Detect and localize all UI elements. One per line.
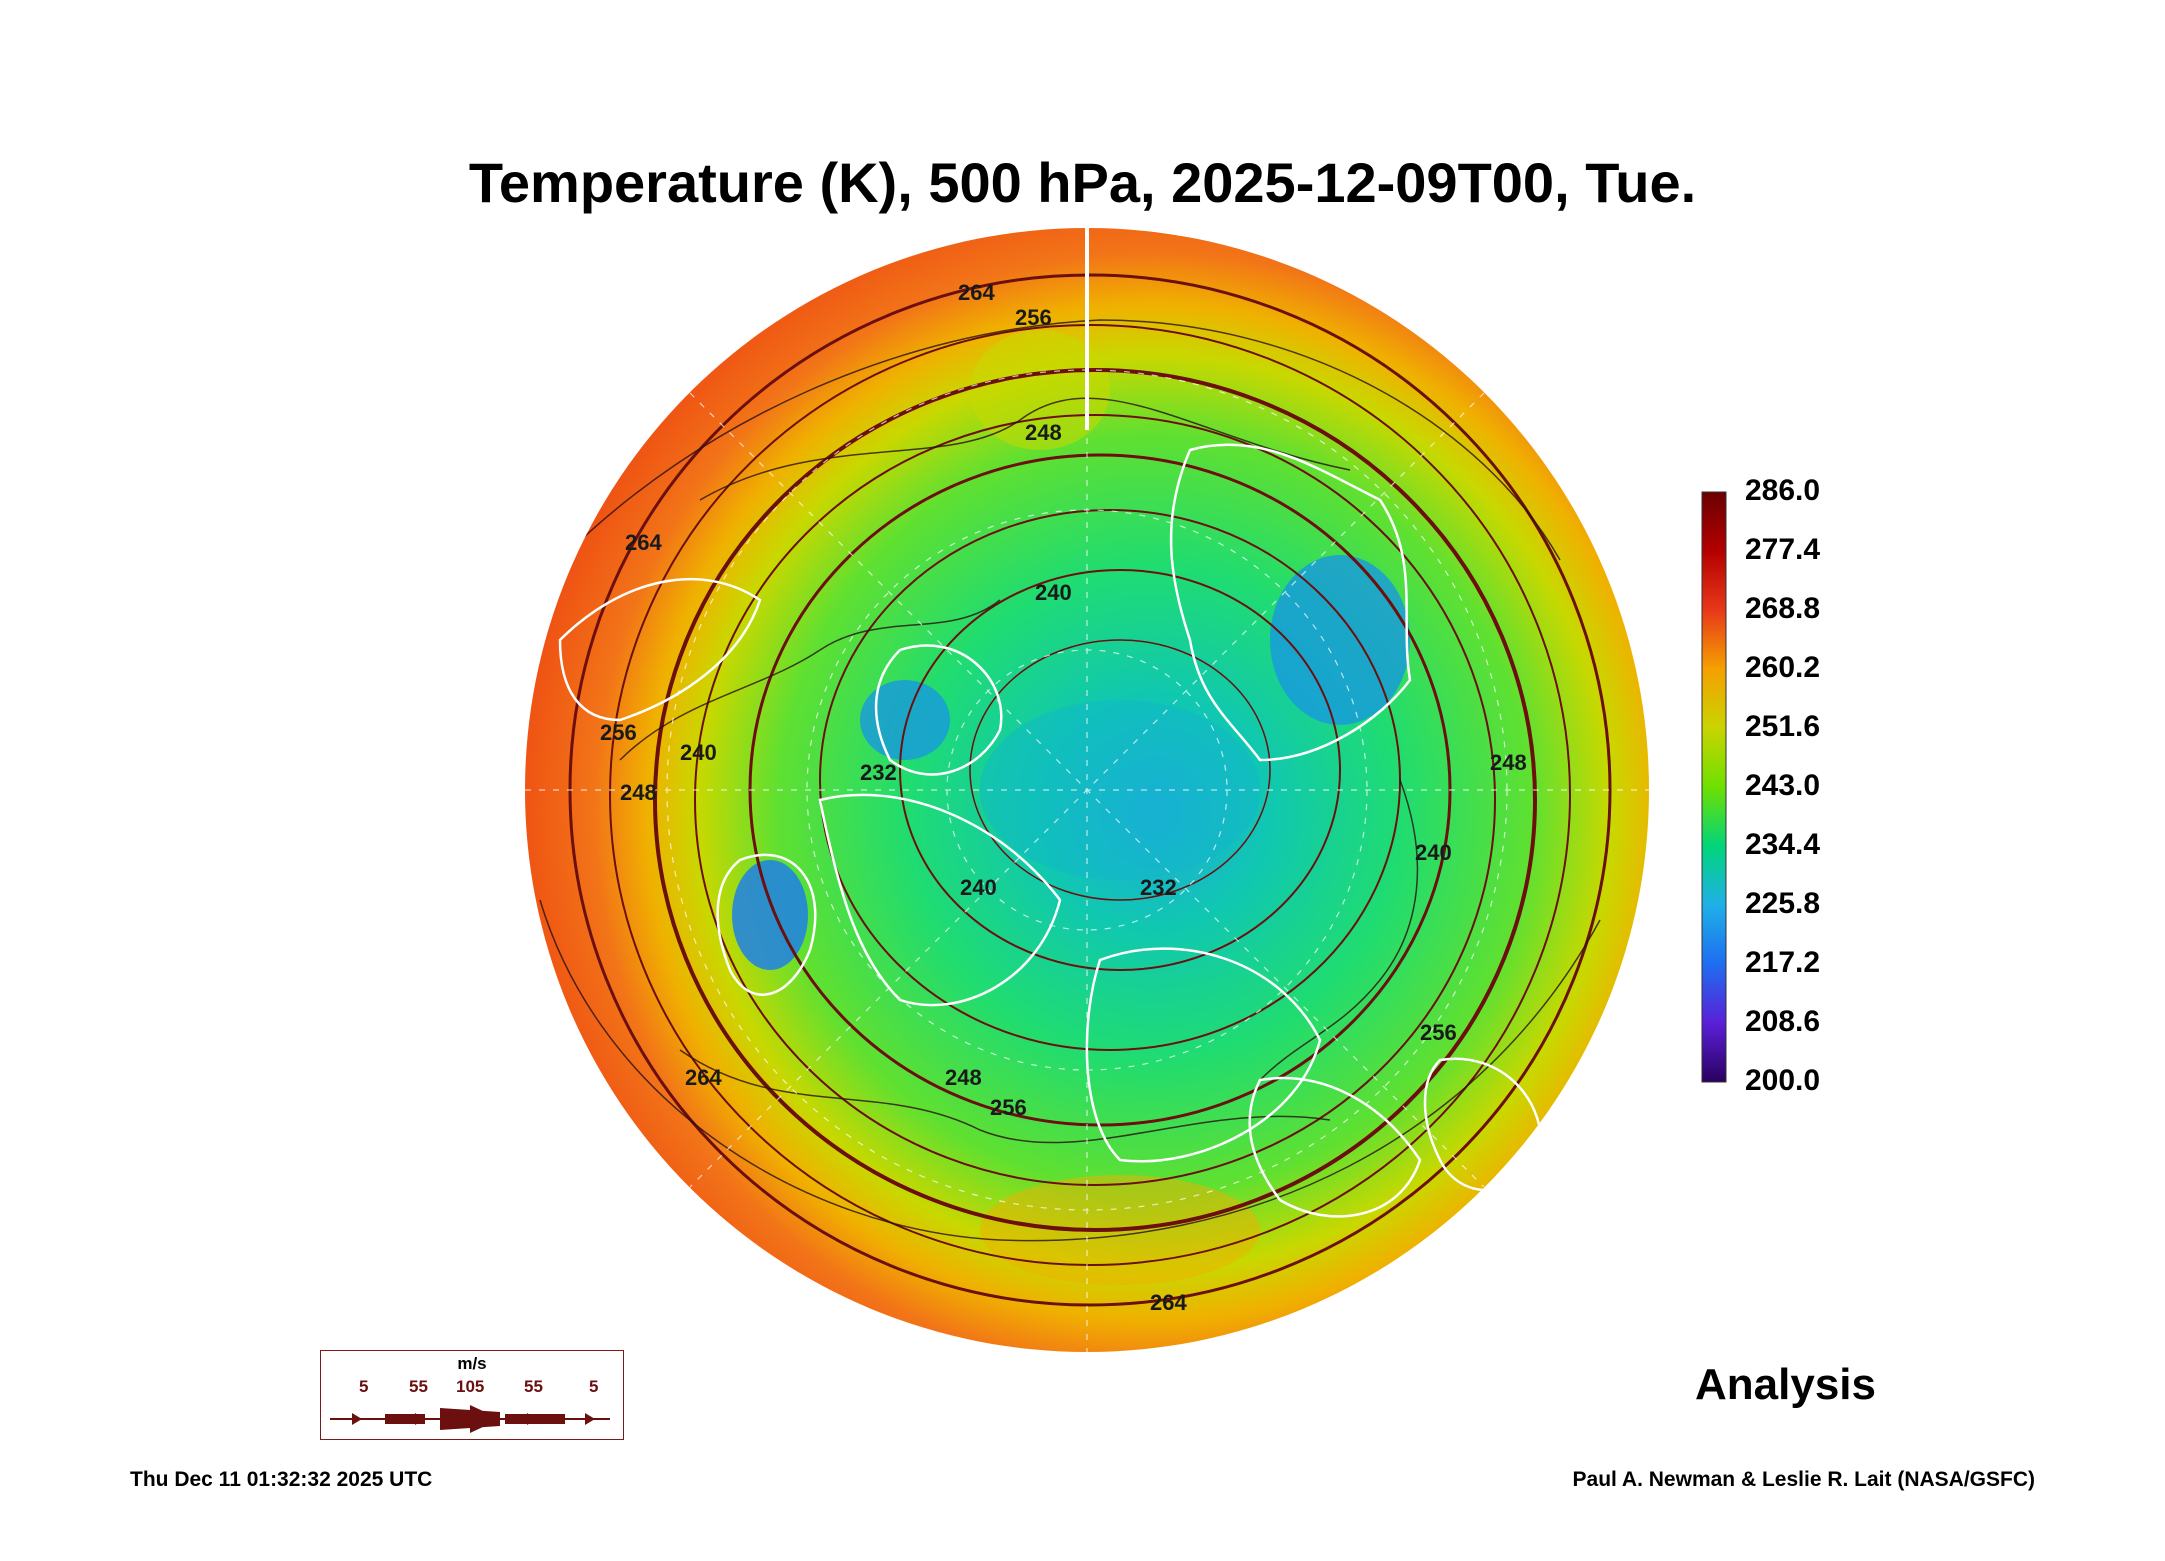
- contour-label: 264: [1150, 1290, 1187, 1315]
- coastlines: [558, 443, 1543, 1218]
- contour-label: 256: [1015, 305, 1052, 330]
- warm-ridge: [970, 330, 1110, 450]
- contour-label: 248: [945, 1065, 982, 1090]
- contour-label: 232: [860, 760, 897, 785]
- wind-legend: m/s 5 55 105 55 5: [320, 1350, 624, 1440]
- colorbar-label: 277.4: [1745, 533, 1821, 566]
- analysis-label: Analysis: [1695, 1360, 1876, 1409]
- colorbar-label: 268.8: [1745, 592, 1821, 625]
- contour-label: 248: [1490, 750, 1527, 775]
- colorbar-label: 208.6: [1745, 1005, 1821, 1038]
- contour-label: 264: [958, 280, 995, 305]
- cold-pool: [1270, 555, 1410, 725]
- colorbar-label: 234.4: [1745, 828, 1821, 861]
- credit-line: Paul A. Newman & Leslie R. Lait (NASA/GS…: [1572, 1468, 2035, 1491]
- contour-label: 264: [685, 1065, 722, 1090]
- contour-label: 264: [625, 530, 662, 555]
- contour-label: 256: [990, 1095, 1027, 1120]
- contour-label: 248: [1025, 420, 1062, 445]
- cold-pool: [860, 680, 950, 760]
- wind-scale-arrow: [330, 1405, 610, 1433]
- contour-label: 240: [960, 875, 997, 900]
- contour-label: 240: [1415, 840, 1452, 865]
- contour-labels: 264 256 248 240 232 240 240 248 256 264 …: [600, 280, 1527, 1315]
- colorbar-label: 251.6: [1745, 710, 1821, 743]
- wind-speed-label: 55: [409, 1377, 428, 1396]
- cold-region: [980, 700, 1260, 880]
- cold-pool: [732, 860, 808, 970]
- contour-label: 232: [1140, 875, 1177, 900]
- wind-speed-label: 105: [456, 1377, 485, 1396]
- colorbar-label: 200.0: [1745, 1064, 1821, 1097]
- wind-speed-label: 5: [359, 1377, 369, 1396]
- wind-speed-label: 5: [589, 1377, 599, 1396]
- colorbar-label: 286.0: [1745, 474, 1821, 507]
- contour-label: 248: [620, 780, 657, 805]
- colorbar-label: 225.8: [1745, 887, 1821, 920]
- graticule: [525, 228, 1649, 1352]
- isotherms: [539, 319, 1601, 1242]
- colorbar-label: 260.2: [1745, 651, 1821, 684]
- contour-label: 256: [1420, 1020, 1457, 1045]
- colorbar: [1701, 491, 1727, 1083]
- colorbar-label: 243.0: [1745, 769, 1821, 802]
- colorbar-label: 217.2: [1745, 946, 1821, 979]
- map-title: Temperature (K), 500 hPa, 2025-12-09T00,…: [468, 151, 1697, 214]
- contour-label: 240: [1035, 580, 1072, 605]
- generation-timestamp: Thu Dec 11 01:32:32 2025 UTC: [130, 1468, 433, 1491]
- wind-legend-unit: m/s: [457, 1354, 487, 1373]
- wind-speed-label: 55: [524, 1377, 543, 1396]
- contour-label: 240: [680, 740, 717, 765]
- contour-label: 256: [600, 720, 637, 745]
